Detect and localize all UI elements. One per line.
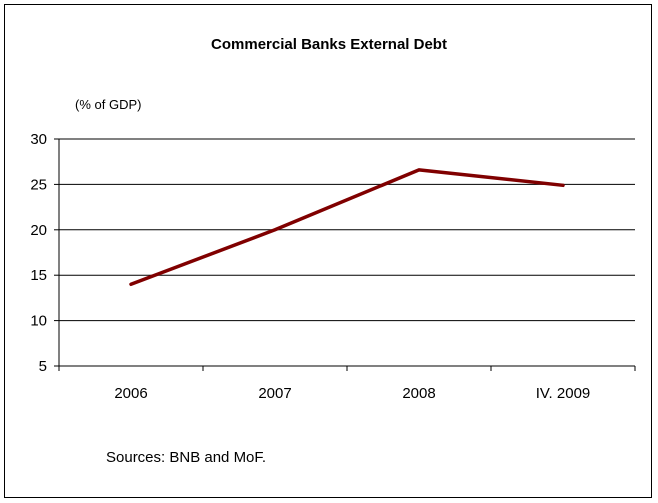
- chart-frame: [4, 4, 652, 498]
- y-tick-label: 5: [39, 358, 47, 375]
- x-tick-label: IV. 2009: [536, 385, 591, 402]
- x-tick-label: 2008: [402, 385, 435, 402]
- x-tick-label: 2007: [258, 385, 291, 402]
- chart-title: Commercial Banks External Debt: [211, 36, 447, 53]
- y-tick-label: 15: [30, 267, 47, 284]
- y-tick-label: 20: [30, 222, 47, 239]
- y-tick-label: 30: [30, 131, 47, 148]
- y-tick-label: 25: [30, 176, 47, 193]
- series-line: [129, 168, 565, 287]
- y-axis-unit-label: (% of GDP): [75, 97, 142, 112]
- x-tick-label: 2006: [114, 385, 147, 402]
- source-note: Sources: BNB and MoF.: [106, 449, 267, 466]
- y-tick-label: 10: [30, 313, 47, 330]
